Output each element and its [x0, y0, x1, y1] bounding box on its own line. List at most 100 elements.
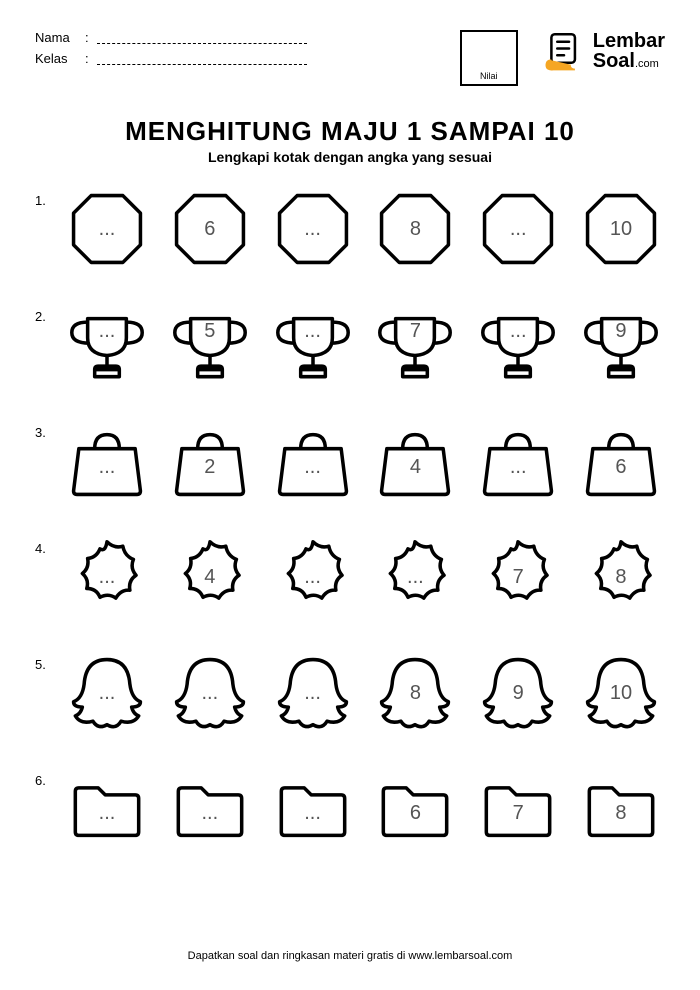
header: Nama : Kelas : Nilai Lembar	[35, 30, 665, 86]
question-number: 2.	[35, 301, 63, 324]
shape-cell[interactable]: 7	[371, 301, 459, 389]
questions: 1.... 6... 8... 10 2.... 5... 7... 9 3.... 2... 4.…	[35, 185, 665, 853]
score-box[interactable]: Nilai	[460, 30, 518, 86]
shape-cell[interactable]: ...	[269, 649, 357, 737]
title-block: MENGHITUNG MAJU 1 SAMPAI 10 Lengkapi kot…	[35, 116, 665, 165]
shape-cell[interactable]: 7	[474, 765, 562, 853]
shape-cell[interactable]: 8	[577, 533, 665, 621]
shape-cell[interactable]: ...	[371, 533, 459, 621]
cell-value: ...	[99, 802, 116, 825]
cell-value: ...	[304, 456, 321, 479]
shape-cell[interactable]: ...	[63, 765, 151, 853]
shape-row: ......... 6 7 8	[63, 765, 665, 853]
cell-value: ...	[99, 456, 116, 479]
cell-value: 5	[204, 320, 215, 343]
shape-cell[interactable]: ...	[269, 301, 357, 389]
cell-value: ...	[304, 566, 321, 589]
footer-text: Dapatkan soal dan ringkasan materi grati…	[0, 950, 700, 962]
name-line[interactable]	[97, 32, 307, 44]
cell-value: 4	[204, 566, 215, 589]
shape-cell[interactable]: 2	[166, 417, 254, 505]
shape-cell[interactable]: ...	[474, 185, 562, 273]
cell-value: ...	[304, 320, 321, 343]
brand-text: Lembar Soal.com	[593, 31, 665, 71]
shape-cell[interactable]: 6	[371, 765, 459, 853]
shape-cell[interactable]: 10	[577, 649, 665, 737]
cell-value: 7	[513, 802, 524, 825]
cell-value: ...	[304, 218, 321, 241]
question-number: 3.	[35, 417, 63, 440]
doc-icon	[543, 30, 585, 72]
cell-value: 7	[410, 320, 421, 343]
shape-row: ... 5... 7... 9	[63, 301, 665, 389]
cell-value: 8	[615, 566, 626, 589]
shape-cell[interactable]: 10	[577, 185, 665, 273]
question-row: 5..........8910	[35, 649, 665, 737]
cell-value: 8	[615, 802, 626, 825]
cell-value: 10	[610, 218, 632, 241]
question-row: 4....4......78	[35, 533, 665, 621]
question-number: 1.	[35, 185, 63, 208]
cell-value: 6	[410, 802, 421, 825]
shape-cell[interactable]: ...	[474, 417, 562, 505]
shape-cell[interactable]: ...	[269, 185, 357, 273]
worksheet-page: Nama : Kelas : Nilai Lembar	[0, 0, 700, 990]
class-label: Kelas	[35, 51, 85, 66]
cell-value: ...	[201, 682, 218, 705]
name-row: Nama :	[35, 30, 445, 45]
cell-value: ...	[99, 218, 116, 241]
page-title: MENGHITUNG MAJU 1 SAMPAI 10	[35, 116, 665, 147]
question-row: 2.... 5... 7... 9	[35, 301, 665, 389]
shape-cell[interactable]: ...	[63, 533, 151, 621]
cell-value: 7	[513, 566, 524, 589]
shape-cell[interactable]: 8	[371, 649, 459, 737]
shape-cell[interactable]: ...	[63, 301, 151, 389]
cell-value: ...	[510, 320, 527, 343]
shape-cell[interactable]: 4	[371, 417, 459, 505]
cell-value: ...	[99, 566, 116, 589]
cell-value: 2	[204, 456, 215, 479]
shape-cell[interactable]: ...	[269, 765, 357, 853]
cell-value: ...	[510, 456, 527, 479]
cell-value: 4	[410, 456, 421, 479]
page-subtitle: Lengkapi kotak dengan angka yang sesuai	[35, 149, 665, 165]
question-number: 6.	[35, 765, 63, 788]
cell-value: 6	[204, 218, 215, 241]
shape-row: ......... 8 9 10	[63, 649, 665, 737]
shape-cell[interactable]: ...	[166, 649, 254, 737]
shape-cell[interactable]: ...	[63, 417, 151, 505]
cell-value: ...	[304, 682, 321, 705]
shape-row: ... 2... 4... 6	[63, 417, 665, 505]
shape-cell[interactable]: ...	[63, 649, 151, 737]
shape-cell[interactable]: ...	[166, 765, 254, 853]
cell-value: 10	[610, 682, 632, 705]
shape-cell[interactable]: 6	[166, 185, 254, 273]
brand-logo: Lembar Soal.com	[543, 30, 665, 72]
cell-value: 8	[410, 218, 421, 241]
score-label: Nilai	[462, 71, 516, 81]
shape-cell[interactable]: ...	[474, 301, 562, 389]
cell-value: ...	[304, 802, 321, 825]
student-fields: Nama : Kelas :	[35, 30, 445, 72]
shape-cell[interactable]: 6	[577, 417, 665, 505]
shape-cell[interactable]: 8	[577, 765, 665, 853]
shape-cell[interactable]: 9	[577, 301, 665, 389]
shape-row: ... 4...... 7 8	[63, 533, 665, 621]
shape-cell[interactable]: ...	[63, 185, 151, 273]
class-line[interactable]	[97, 53, 307, 65]
cell-value: ...	[510, 218, 527, 241]
cell-value: ...	[407, 566, 424, 589]
shape-cell[interactable]: ...	[269, 533, 357, 621]
shape-row: ... 6... 8... 10	[63, 185, 665, 273]
question-row: 6.......... 6 7 8	[35, 765, 665, 853]
question-row: 1.... 6... 8... 10	[35, 185, 665, 273]
shape-cell[interactable]: 4	[166, 533, 254, 621]
cell-value: 9	[513, 682, 524, 705]
name-label: Nama	[35, 30, 85, 45]
shape-cell[interactable]: ...	[269, 417, 357, 505]
shape-cell[interactable]: 7	[474, 533, 562, 621]
cell-value: ...	[99, 682, 116, 705]
shape-cell[interactable]: 9	[474, 649, 562, 737]
shape-cell[interactable]: 8	[371, 185, 459, 273]
shape-cell[interactable]: 5	[166, 301, 254, 389]
